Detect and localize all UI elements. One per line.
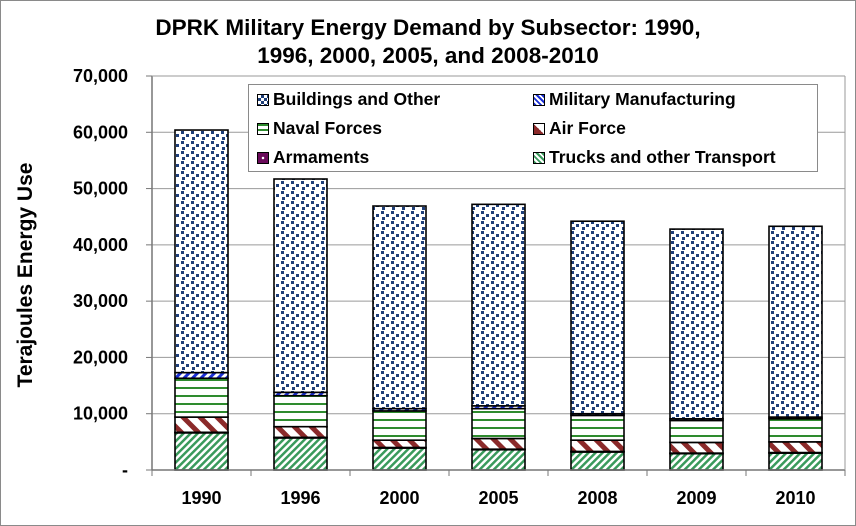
- bar-segment-buildings-and-other-2009: [669, 228, 724, 420]
- bars: [174, 129, 823, 471]
- bar-segment-trucks-and-other-transport-1996: [273, 437, 328, 471]
- legend-item-buildings: Buildings and Other: [257, 89, 440, 110]
- x-tick-label: 2000: [379, 488, 419, 508]
- legend-item-armaments: Armaments: [257, 147, 369, 168]
- y-tick-label: 70,000: [73, 66, 128, 86]
- legend-label: Trucks and other Transport: [549, 147, 776, 167]
- bar-segment-buildings-and-other-2000: [372, 205, 427, 410]
- y-tick-label: 30,000: [73, 291, 128, 311]
- bar-segment-air-force-2005: [471, 437, 526, 450]
- chart-title: DPRK Military Energy Demand by Subsector…: [0, 14, 856, 70]
- bar-segment-trucks-and-other-transport-2009: [669, 452, 724, 471]
- bar-segment-naval-forces-1996: [273, 394, 328, 428]
- y-tick-label: 60,000: [73, 122, 128, 142]
- bar-segment-naval-forces-2009: [669, 419, 724, 444]
- bar-segment-buildings-and-other-1990: [174, 129, 229, 374]
- bar-segment-air-force-2000: [372, 439, 427, 449]
- y-tick-label: 20,000: [73, 347, 128, 367]
- bar-segment-military-manufacturing-1990: [174, 371, 229, 380]
- bar-segment-buildings-and-other-2008: [570, 220, 625, 415]
- bar-segment-naval-forces-2008: [570, 414, 625, 441]
- bar-segment-air-force-2009: [669, 441, 724, 454]
- legend-label: Air Force: [549, 118, 626, 138]
- bar-segment-trucks-and-other-transport-2000: [372, 447, 427, 471]
- legend-item-air-force: Air Force: [533, 118, 626, 139]
- chart-title-line-2: 1996, 2000, 2005, and 2008-2010: [257, 43, 599, 68]
- x-tick-label: 1996: [280, 488, 320, 508]
- bar-segment-air-force-1990: [174, 416, 229, 434]
- x-tick-label: 1990: [181, 488, 221, 508]
- y-tick-label: 40,000: [73, 235, 128, 255]
- legend-item-naval-forces: Naval Forces: [257, 118, 382, 139]
- bar-segment-buildings-and-other-1996: [273, 178, 328, 394]
- bar-segment-buildings-and-other-2010: [768, 225, 823, 418]
- legend-swatch-air-force-icon: [533, 122, 545, 135]
- legend-swatch-manufacturing-icon: [533, 93, 545, 106]
- legend-swatch-armaments-icon: [257, 151, 269, 164]
- legend-label: Naval Forces: [273, 118, 382, 138]
- bar-segment-naval-forces-2010: [768, 417, 823, 443]
- y-tick-label: 50,000: [73, 179, 128, 199]
- legend-label: Armaments: [273, 147, 370, 167]
- bar-segment-air-force-2010: [768, 441, 823, 454]
- legend-label: Military Manufacturing: [549, 89, 736, 109]
- legend-item-trucks: Trucks and other Transport: [533, 147, 776, 168]
- bar-segment-air-force-1996: [273, 425, 328, 439]
- y-tick-label: 10,000: [73, 404, 128, 424]
- bar-segment-trucks-and-other-transport-2008: [570, 451, 625, 471]
- y-tick-label: -: [122, 460, 128, 480]
- axes: - 10,000 20,000 30,000 40,000 50,000 60,000 70,…: [73, 66, 846, 508]
- bar-segment-naval-forces-1990: [174, 377, 229, 418]
- x-tick-label: 2010: [775, 488, 815, 508]
- x-tick-label: 2005: [478, 488, 518, 508]
- x-tick-label: 2008: [577, 488, 617, 508]
- legend-label: Buildings and Other: [273, 89, 441, 109]
- bar-segment-buildings-and-other-2005: [471, 203, 526, 407]
- legend-swatch-naval-icon: [257, 122, 269, 135]
- bar-segment-naval-forces-2005: [471, 407, 526, 440]
- legend-item-military-manufacturing: Military Manufacturing: [533, 89, 736, 110]
- bar-segment-trucks-and-other-transport-2005: [471, 448, 526, 471]
- legend: Buildings and Other Military Manufacturi…: [248, 84, 818, 172]
- bar-segment-trucks-and-other-transport-2010: [768, 452, 823, 471]
- chart-title-line-1: DPRK Military Energy Demand by Subsector…: [155, 15, 701, 40]
- bar-segment-naval-forces-2000: [372, 410, 427, 441]
- bar-segment-trucks-and-other-transport-1990: [174, 432, 229, 471]
- bar-segment-air-force-2008: [570, 439, 625, 453]
- x-tick-label: 2009: [676, 488, 716, 508]
- legend-swatch-trucks-icon: [533, 151, 545, 164]
- legend-swatch-buildings-icon: [257, 93, 269, 106]
